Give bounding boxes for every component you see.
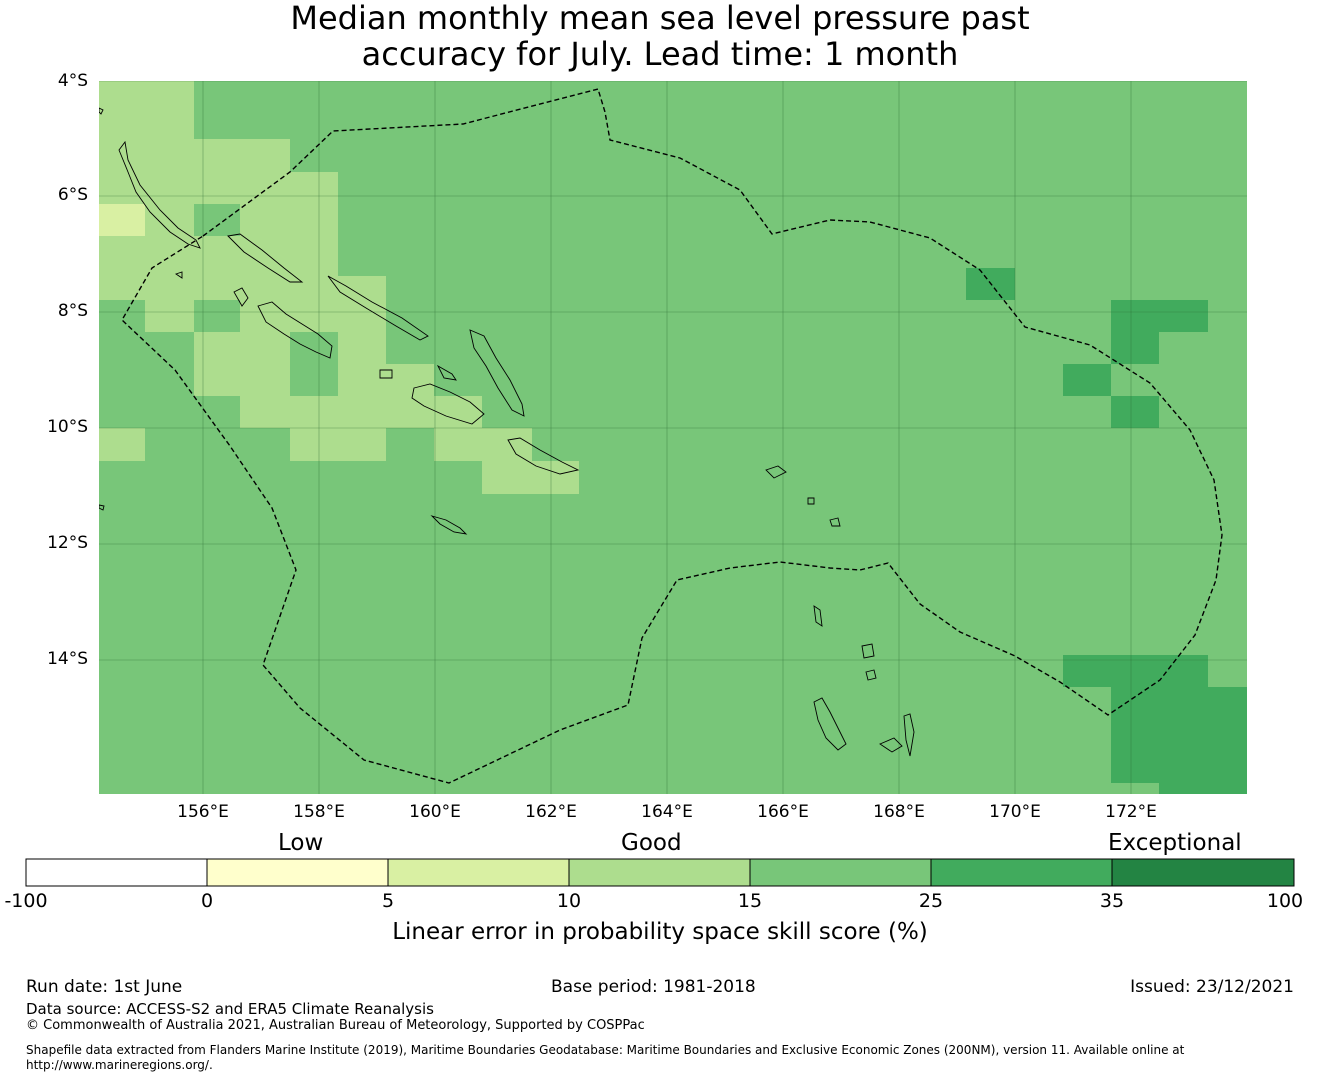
small-islet — [807, 497, 815, 505]
malaita-island — [469, 329, 525, 417]
lat-label-14s: 14°S — [47, 649, 88, 669]
lon-label-160e: 160°E — [409, 802, 461, 822]
small-islet — [174, 271, 183, 279]
map-panel — [99, 81, 1247, 794]
lon-label-158e: 158°E — [293, 802, 345, 822]
colorbar-tick: 10 — [556, 890, 582, 912]
category-good: Good — [621, 830, 682, 856]
lat-label-6s: 6°S — [57, 185, 88, 205]
small-islet — [99, 504, 105, 511]
category-low: Low — [278, 830, 324, 856]
lat-label-10s: 10°S — [47, 417, 88, 437]
new-georgia-islands — [257, 301, 333, 359]
colorbar-tick: -100 — [4, 890, 48, 912]
category-exceptional: Exceptional — [1108, 830, 1242, 856]
colorbar-tick: 35 — [1099, 890, 1125, 912]
skill-cell-5-10 — [99, 204, 145, 236]
eez-boundary — [121, 88, 1223, 784]
malekula-island — [879, 737, 903, 753]
map-title-line2: accuracy for July. Lead time: 1 month — [361, 35, 959, 73]
skill-cell-25-35 — [1159, 783, 1247, 794]
colorbar-bin-25-35 — [931, 859, 1112, 886]
torres-islands — [813, 605, 823, 627]
colorbar-tick: 15 — [737, 890, 763, 912]
copyright: © Commonwealth of Australia 2021, Austra… — [26, 1018, 645, 1033]
lon-label-172e: 172°E — [1105, 802, 1157, 822]
skill-cell-10-15 — [145, 300, 194, 332]
base-period: Base period: 1981-2018 — [551, 977, 756, 997]
lon-label-156e: 156°E — [177, 802, 229, 822]
skill-cell-10-15 — [240, 396, 482, 428]
shapefile-credit: Shapefile data extracted from Flanders M… — [26, 1043, 1185, 1057]
choiseul-island — [227, 233, 304, 283]
gridlines — [99, 81, 1247, 794]
skill-cells — [99, 81, 1247, 794]
skill-cell-10-15 — [434, 428, 532, 461]
lon-label-162e: 162°E — [525, 802, 577, 822]
lon-label-164e: 164°E — [641, 802, 693, 822]
issued-date: Issued: 23/12/2021 — [1130, 977, 1294, 997]
colorbar-tick: 25 — [918, 890, 944, 912]
skill-cell-25-35 — [1111, 687, 1247, 783]
santa-cruz-island — [765, 465, 787, 479]
colorbar-bin-neg100-0 — [26, 859, 207, 886]
colorbar-label: Linear error in probability space skill … — [392, 919, 928, 945]
map-title-line1: Median monthly mean sea level pressure p… — [290, 0, 1030, 37]
skill-cell-25-35 — [1111, 396, 1159, 428]
vella-lavella-island — [233, 287, 249, 307]
rennell-island — [430, 515, 468, 535]
lat-label-12s: 12°S — [47, 533, 88, 553]
colorbar-bin-5-10 — [388, 859, 569, 886]
colorbar-bin-10-15 — [569, 859, 750, 886]
small-islet — [379, 369, 393, 379]
skill-cell-10-15 — [194, 332, 290, 396]
banks-island — [861, 643, 875, 659]
run-date: Run date: 1st June — [26, 977, 183, 997]
lat-label-4s: 4°S — [57, 71, 88, 91]
colorbar-tick: 0 — [200, 890, 214, 912]
colorbar-tick: 100 — [1266, 890, 1304, 912]
skill-cell-25-35 — [1063, 364, 1111, 396]
skill-cell-15-25 — [290, 364, 338, 396]
colorbar-bin-35-100 — [1112, 859, 1294, 886]
skill-cell-10-15 — [338, 364, 434, 396]
ambae-island — [903, 713, 915, 757]
small-islet — [865, 669, 877, 681]
skill-cell-10-15 — [99, 428, 145, 461]
lat-label-8s: 8°S — [57, 301, 88, 321]
skill-cell-10-15 — [290, 428, 386, 461]
skill-cell-25-35 — [1063, 655, 1208, 687]
colorbar-bin-0-5 — [207, 859, 388, 886]
guadalcanal-island — [411, 383, 485, 425]
shapefile-url: http://www.marineregions.org/. — [26, 1058, 213, 1072]
small-islet — [829, 517, 841, 527]
skill-cell-10-15 — [194, 236, 240, 300]
colorbar-tick: 5 — [381, 890, 395, 912]
santa-isabel-island — [327, 275, 429, 341]
coastlines — [99, 107, 915, 757]
small-islet — [436, 364, 457, 381]
skill-cell-25-35 — [1111, 332, 1159, 364]
skill-cell-15-25 — [194, 300, 240, 332]
data-source: Data source: ACCESS-S2 and ERA5 Climate … — [26, 1000, 434, 1018]
skill-cell-15-25 — [194, 204, 240, 236]
espiritu-santo-island — [813, 697, 847, 751]
lon-label-168e: 168°E — [873, 802, 925, 822]
skill-cell-10-15 — [482, 461, 579, 494]
skill-cell-10-15 — [338, 332, 386, 364]
lon-label-166e: 166°E — [757, 802, 809, 822]
lon-label-170e: 170°E — [989, 802, 1041, 822]
colorbar-outline — [25, 858, 1295, 887]
skill-cell-10-15 — [99, 81, 194, 139]
skill-cell-25-35 — [1111, 300, 1208, 332]
skill-cell-10-15 — [99, 236, 145, 300]
colorbar-bin-15-25 — [750, 859, 931, 886]
skill-cell-10-15 — [240, 172, 338, 300]
bougainville-island — [118, 140, 201, 249]
small-islet — [99, 107, 104, 115]
makira-island — [507, 437, 580, 475]
